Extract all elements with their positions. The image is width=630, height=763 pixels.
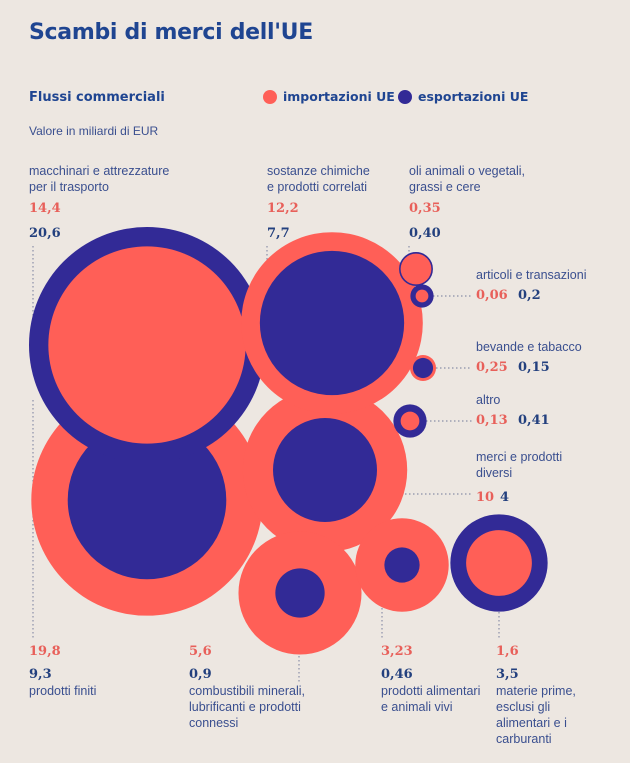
- category-name: articoli e transazioni: [476, 268, 586, 282]
- bubble-imports: [466, 530, 532, 596]
- category-label: sostanze chimiche e prodotti correlati 12,…: [267, 164, 370, 241]
- exports-value: 0,40: [409, 226, 441, 241]
- category-label: merci e prodotti diversi 10 4: [476, 450, 562, 505]
- category-name: sostanze chimiche: [267, 164, 370, 178]
- bubble-exports: [259, 250, 405, 396]
- category-name: bevande e tabacco: [476, 340, 582, 354]
- bubble-pair: [450, 514, 548, 612]
- bubbles: [29, 227, 548, 655]
- labels: macchinari e attrezzature per il trasport…: [29, 164, 586, 746]
- legend-imports-label: importazioni UE: [283, 89, 395, 104]
- category-label: 1,6 3,5 materie prime, esclusi gli alimentar…: [496, 644, 576, 746]
- bubble-exports: [275, 568, 325, 618]
- exports-value: 0,46: [381, 667, 413, 682]
- category-name: e prodotti correlati: [267, 180, 367, 194]
- imports-value: 10: [476, 490, 494, 505]
- category-name: merci e prodotti: [476, 450, 562, 464]
- category-name: grassi e cere: [409, 180, 481, 194]
- chart-subtitle: Flussi commerciali: [29, 90, 165, 105]
- legend-item-exports: esportazioni UE: [398, 89, 528, 104]
- bubble-pair: [29, 227, 265, 463]
- category-name: carburanti: [496, 732, 552, 746]
- imports-value: 0,13: [476, 413, 508, 428]
- bubble-pair: [393, 404, 427, 438]
- imports-value: 19,8: [29, 644, 61, 659]
- imports-value: 0,25: [476, 360, 508, 375]
- category-label: 19,8 9,3 prodotti finiti: [29, 644, 96, 698]
- leader-lines: [32, 246, 500, 682]
- bubble-pair: [242, 387, 408, 553]
- legend-exports-swatch: [398, 89, 412, 104]
- bubble-exports: [67, 420, 227, 580]
- category-name: prodotti alimentari: [381, 684, 480, 698]
- category-name: diversi: [476, 466, 512, 480]
- category-name: altro: [476, 393, 500, 407]
- category-label: oli animali o vegetali, grassi e cere 0,35…: [409, 164, 525, 241]
- bubble-exports: [412, 357, 434, 379]
- category-name: per il trasporto: [29, 180, 109, 194]
- imports-value: 5,6: [189, 644, 212, 659]
- exports-value: 0,41: [518, 413, 550, 428]
- category-name: alimentari e i: [496, 716, 567, 730]
- imports-value: 0,06: [476, 288, 508, 303]
- bubble-imports: [415, 289, 429, 303]
- exports-value: 20,6: [29, 226, 61, 241]
- imports-value: 14,4: [29, 201, 61, 216]
- chart-title: Scambi di merci dell'UE: [29, 20, 313, 45]
- bubble-pair: [238, 531, 362, 655]
- category-label: 5,6 0,9 combustibili minerali, lubrificanti…: [189, 644, 305, 730]
- exports-value: 4: [500, 490, 509, 505]
- category-name: connessi: [189, 716, 238, 730]
- bubble-exports: [384, 547, 420, 583]
- category-name: lubrificanti e prodotti: [189, 700, 301, 714]
- category-name: e animali vivi: [381, 700, 453, 714]
- legend-exports-label: esportazioni UE: [418, 89, 529, 104]
- legend-imports-swatch: [263, 89, 277, 104]
- category-name: oli animali o vegetali,: [409, 164, 525, 178]
- bubble-pair: [355, 518, 449, 612]
- imports-value: 12,2: [267, 201, 299, 216]
- exports-value: 0,9: [189, 667, 212, 682]
- imports-value: 1,6: [496, 644, 519, 659]
- category-label: altro 0,13 0,41: [476, 393, 550, 428]
- imports-value: 0,35: [409, 201, 441, 216]
- bubble-pair: [410, 355, 436, 381]
- imports-value: 3,23: [381, 644, 413, 659]
- exports-value: 7,7: [267, 226, 290, 241]
- unit-label: Valore in miliardi di EUR: [29, 124, 159, 138]
- exports-value: 9,3: [29, 667, 52, 682]
- category-label: macchinari e attrezzature per il trasport…: [29, 164, 169, 241]
- bubble-exports: [273, 418, 377, 522]
- bubble-imports: [400, 253, 432, 285]
- bubble-pair: [241, 232, 423, 414]
- exports-value: 0,15: [518, 360, 550, 375]
- legend-item-imports: importazioni UE: [263, 89, 395, 104]
- exports-value: 3,5: [496, 667, 519, 682]
- bubble-imports: [400, 411, 420, 431]
- bubble-imports: [48, 246, 246, 444]
- category-label: articoli e transazioni 0,06 0,2: [476, 268, 586, 303]
- bubble-pair: [399, 252, 433, 286]
- category-name: macchinari e attrezzature: [29, 164, 169, 178]
- category-name: materie prime,: [496, 684, 576, 698]
- exports-value: 0,2: [518, 288, 541, 303]
- bubble-pair: [410, 284, 434, 308]
- category-name: esclusi gli: [496, 700, 550, 714]
- category-name: prodotti finiti: [29, 684, 96, 698]
- category-label: bevande e tabacco 0,25 0,15: [476, 340, 582, 375]
- category-label: 3,23 0,46 prodotti alimentari e animali viv…: [381, 644, 480, 714]
- category-name: combustibili minerali,: [189, 684, 305, 698]
